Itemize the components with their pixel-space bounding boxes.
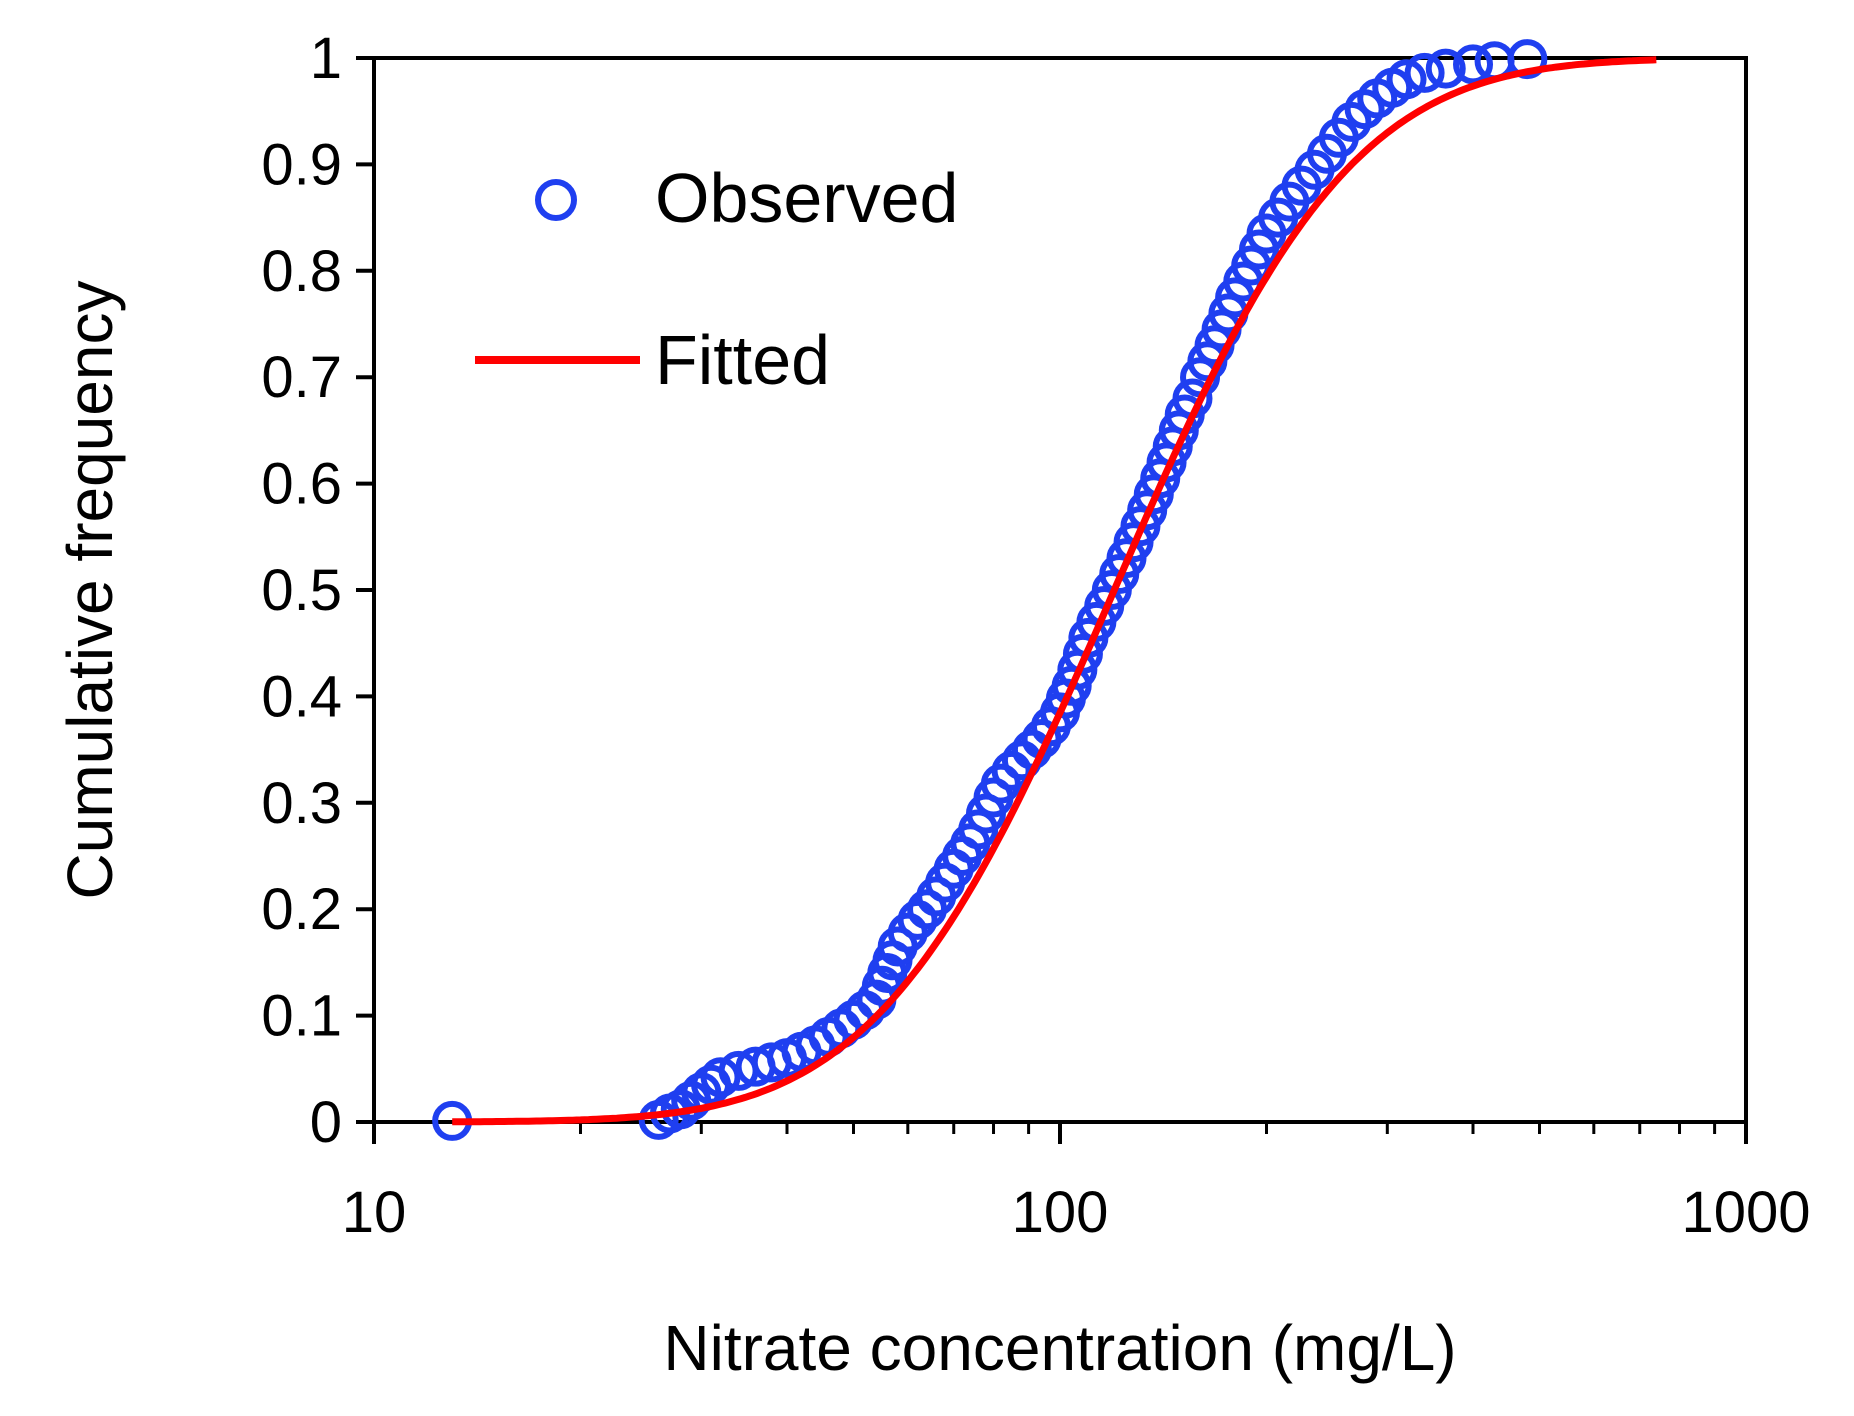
y-tick-label: 0.2 (261, 877, 342, 942)
x-tick-label: 100 (1012, 1180, 1109, 1245)
observed-point (991, 750, 1032, 791)
y-tick-label: 0.9 (261, 132, 342, 197)
observed-point (1331, 101, 1372, 142)
y-tick-label: 0 (310, 1090, 342, 1155)
observed-point (1425, 48, 1466, 89)
plot-frame (372, 56, 1748, 1124)
legend-observed-marker (535, 179, 577, 221)
x-axis: 10 100 1000 (342, 1122, 1811, 1245)
observed-point (1507, 39, 1548, 80)
observed-point (1453, 44, 1494, 85)
fitted-line (452, 56, 1657, 1126)
observed-point (1386, 59, 1427, 100)
y-tick-label: 1 (310, 26, 342, 91)
y-tick-label: 0.6 (261, 452, 342, 517)
legend: Observed Fitted (475, 159, 958, 399)
y-tick-label: 0.3 (261, 771, 342, 836)
observed-series (432, 39, 1548, 1141)
y-tick-label: 0.7 (261, 345, 342, 410)
y-axis-title: Cumulative frequency (54, 281, 126, 900)
x-tick-label: 1000 (1681, 1180, 1810, 1245)
y-tick-label: 0.1 (261, 984, 342, 1049)
fitted-series (452, 56, 1657, 1126)
legend-fitted-label: Fitted (655, 321, 830, 399)
x-tick-label: 10 (342, 1180, 407, 1245)
observed-point (700, 1057, 741, 1098)
y-tick-label: 0.8 (261, 239, 342, 304)
legend-observed-label: Observed (655, 159, 958, 237)
y-axis: 0 0.1 0.2 0.3 0.4 0.5 0.6 0.7 0.8 0.9 1 (261, 26, 374, 1155)
y-tick-label: 0.4 (261, 664, 342, 729)
x-axis-title: Nitrate concentration (mg/L) (663, 1312, 1456, 1384)
y-tick-label: 0.5 (261, 558, 342, 623)
observed-point (1404, 52, 1445, 93)
